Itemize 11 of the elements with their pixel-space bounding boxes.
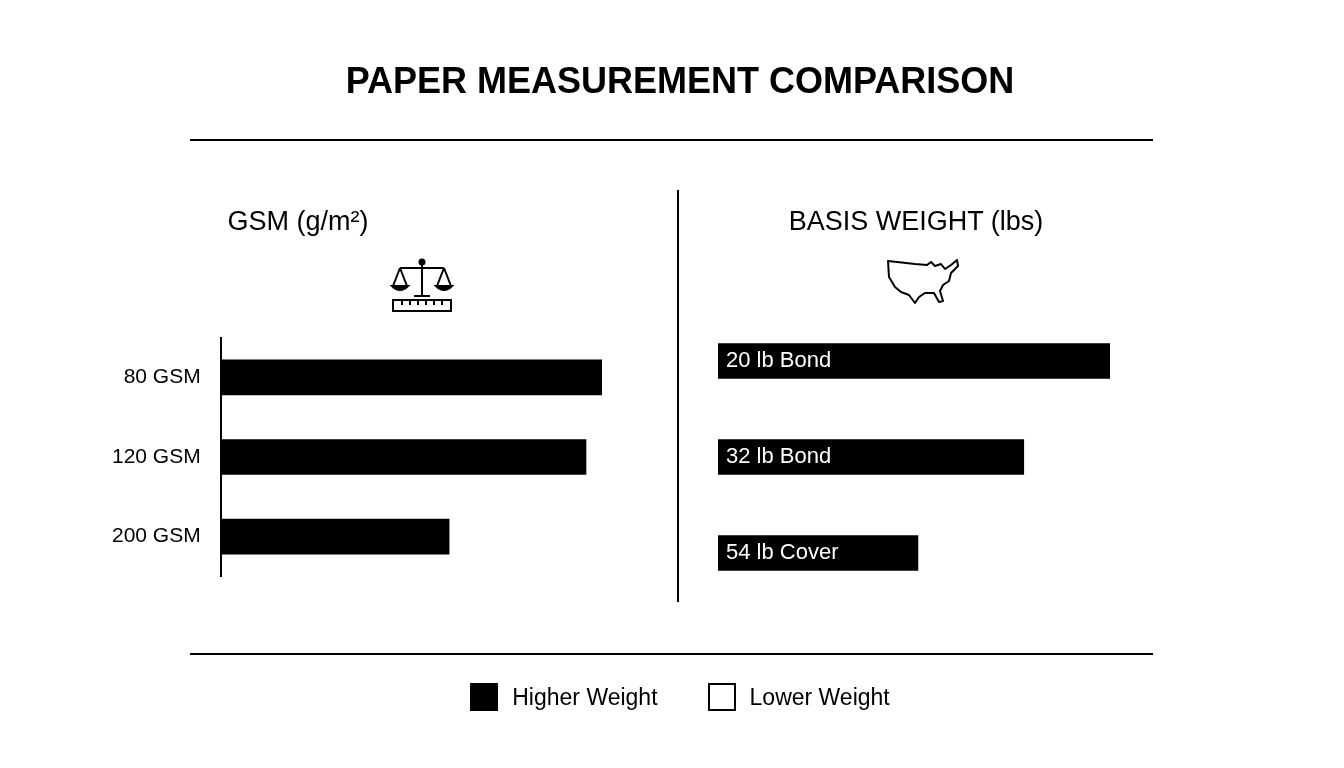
- text: PAPER MEASUREMENT COMPARISON: [344, 60, 1016, 102]
- y-tick-label: 200 GSM: [111, 523, 201, 547]
- y-tick-label: 20 lb Bond: [726, 347, 832, 373]
- y-tick-label: 54 lb Cover: [726, 539, 839, 565]
- y-tick-label: 120 GSM: [111, 443, 201, 467]
- legend-label: Lower Weight: [749, 683, 890, 711]
- y-tick-label: 32 lb Bond: [726, 443, 832, 469]
- y-tick-label: 80 GSM: [123, 364, 201, 388]
- legend-label: Higher Weight: [512, 683, 658, 711]
- chart-subtitle: GSM (g/m²): [226, 206, 370, 237]
- chart-subtitle: BASIS WEIGHT (lbs): [787, 206, 1045, 237]
